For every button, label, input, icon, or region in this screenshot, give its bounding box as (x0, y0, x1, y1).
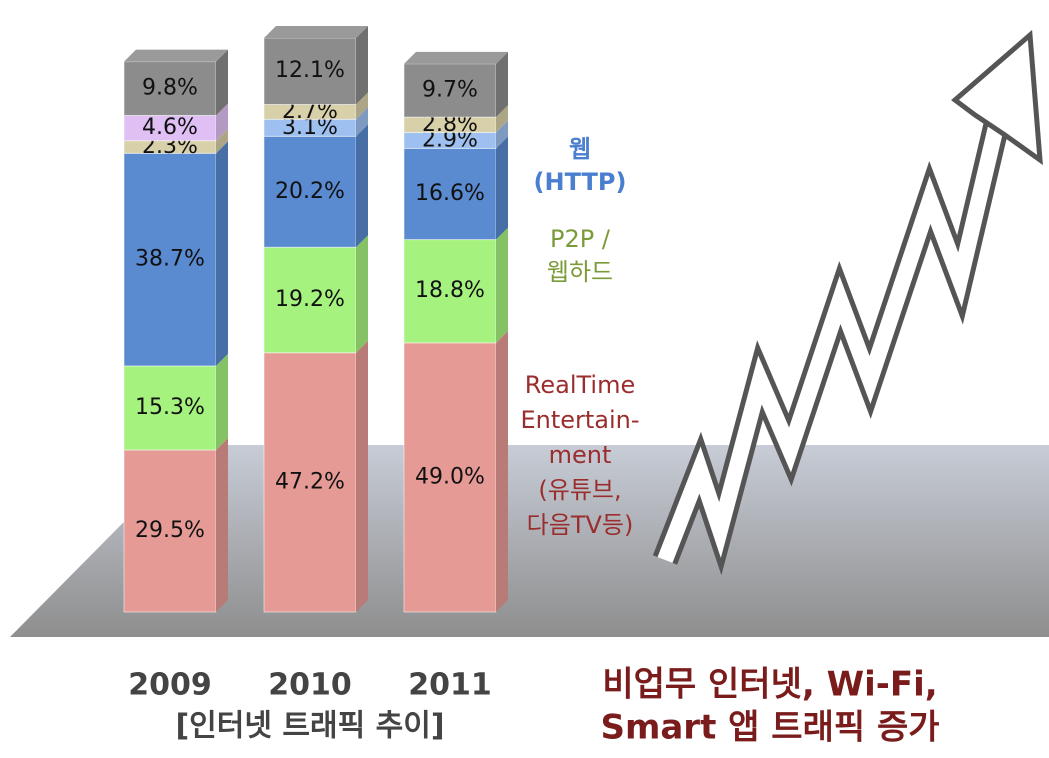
bar-top (264, 26, 368, 38)
annotation: 비업무 인터넷, Wi-Fi, (602, 665, 937, 705)
legend-label: 웹 (569, 135, 591, 163)
value-label: 12.1% (275, 58, 345, 83)
value-label: 9.8% (142, 76, 198, 101)
value-label: 29.5% (135, 518, 205, 543)
value-label: 38.7% (135, 247, 205, 272)
bar-side (356, 124, 368, 247)
value-label: 16.6% (415, 181, 485, 206)
legend-label: RealTime (525, 371, 635, 399)
bar-top (124, 50, 228, 62)
bar-side (356, 235, 368, 352)
value-label: 18.8% (415, 278, 485, 303)
bar-side (496, 228, 508, 343)
bar-side (216, 354, 228, 450)
legend-label: Entertain- (520, 406, 639, 434)
legend-label: (HTTP) (534, 168, 627, 196)
legend-label: 다음TV등) (527, 511, 634, 539)
bar-side (216, 438, 228, 612)
value-label: 49.0% (415, 464, 485, 489)
value-label: 19.2% (275, 287, 345, 312)
value-label: 15.3% (135, 395, 205, 420)
legend-label: P2P / (550, 225, 611, 253)
bar-top (404, 52, 508, 64)
bar-side (496, 331, 508, 612)
legend-label: 웹하드 (547, 258, 613, 286)
legend-label: (유튜브, (538, 476, 621, 504)
x-tick-label: 2010 (268, 668, 352, 703)
value-label: 4.6% (142, 115, 198, 140)
legend-label: ment (549, 441, 612, 469)
bar-side (216, 141, 228, 366)
subtitle: [인터넷 트래픽 추이] (175, 709, 444, 744)
x-tick-label: 2011 (408, 668, 492, 703)
value-label: 20.2% (275, 179, 345, 204)
value-label: 9.7% (422, 77, 478, 102)
value-label: 47.2% (275, 469, 345, 494)
annotation: Smart 앱 트래픽 증가 (600, 708, 939, 748)
bar-side (496, 136, 508, 239)
bar-side (356, 341, 368, 612)
bar-side (356, 26, 368, 104)
x-tick-label: 2009 (128, 668, 212, 703)
chart: 29.5%15.3%38.7%2.3%4.6%9.8%200947.2%19.2… (0, 0, 1049, 754)
